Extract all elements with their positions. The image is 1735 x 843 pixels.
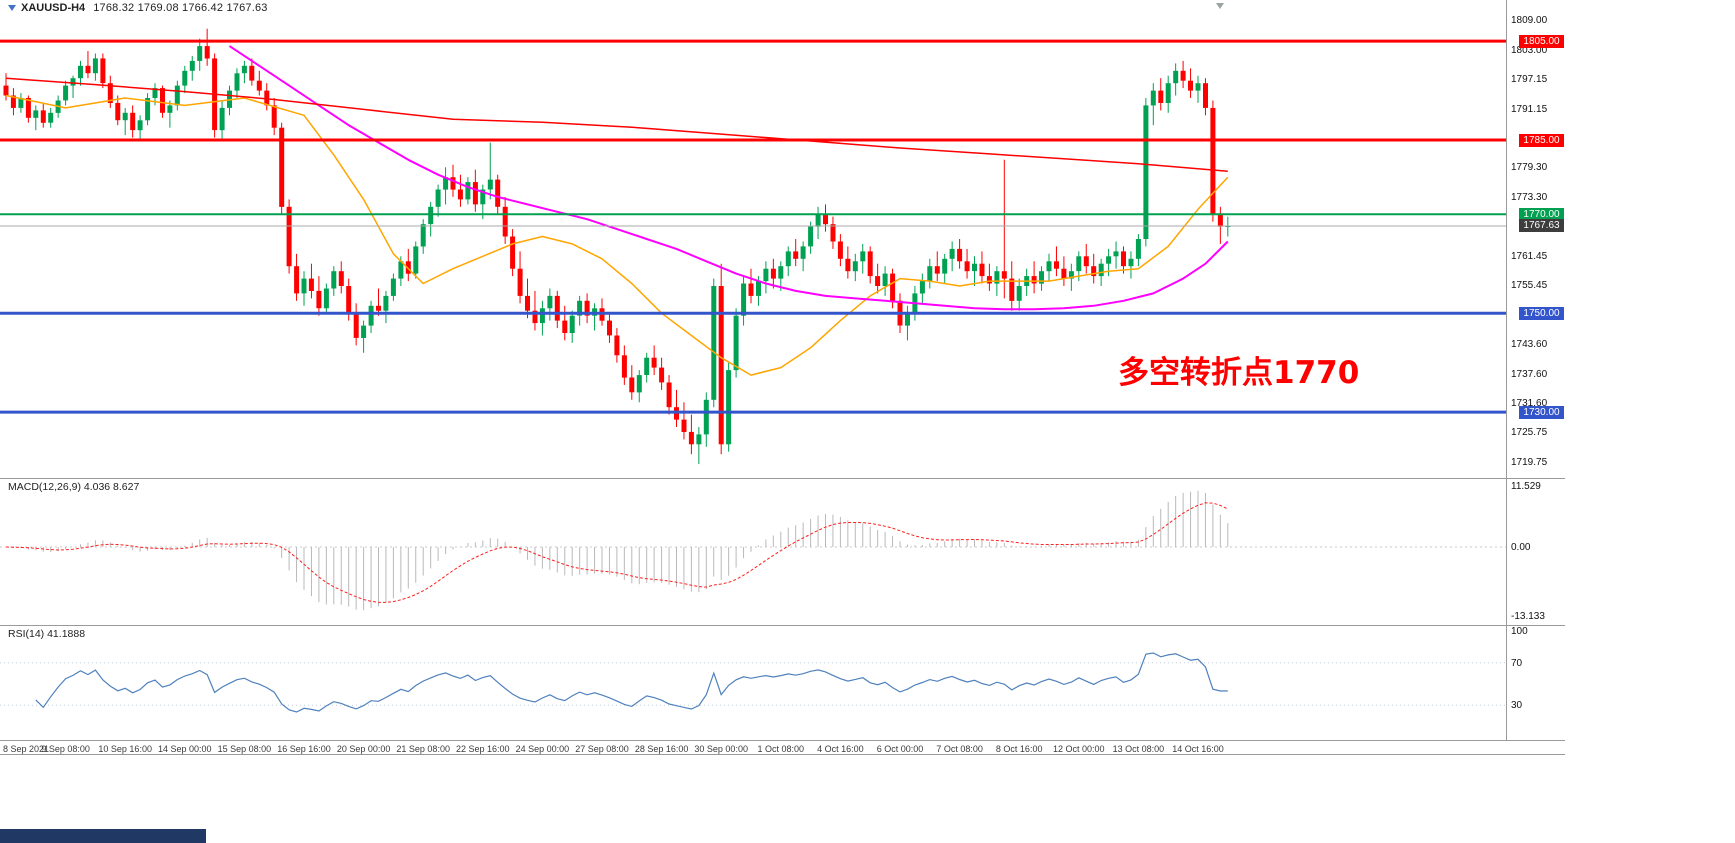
price-tick-label: 1725.75 (1511, 427, 1548, 439)
ma-line-medium (228, 45, 1229, 311)
macd-tick-label: -13.133 (1511, 611, 1545, 623)
price-tick-label: 1803.00 (1511, 45, 1548, 56)
price-tick-label: 1731.60 (1511, 398, 1548, 410)
ohlc-values: 1768.32 1769.08 1766.42 1767.63 (93, 2, 268, 14)
time-label: 22 Sep 16:00 (456, 744, 510, 754)
time-label: 30 Sep 00:00 (694, 744, 748, 754)
time-label: 6 Oct 00:00 (876, 744, 924, 754)
horizontal-lines-layer (0, 39, 1506, 414)
candles-layer (3, 28, 1231, 465)
time-label: 21 Sep 08:00 (396, 744, 450, 754)
price-tick-label: 1761.45 (1511, 250, 1548, 262)
price-level-badge: 1785.00 (1519, 133, 1564, 147)
price-tick-label: 1737.60 (1511, 368, 1548, 380)
moving-averages-layer (5, 45, 1229, 376)
symbol-label: XAUUSD-H4 (21, 2, 86, 14)
time-label: 14 Sep 00:00 (158, 744, 212, 754)
rsi-indicator-label: RSI(14) 41.1888 (8, 628, 86, 640)
time-label: 8 Sep 2021 (3, 744, 50, 754)
price-tick-label: 1719.75 (1511, 456, 1548, 468)
rsi-tick-label: 100 (1511, 626, 1528, 637)
time-label: 4 Oct 16:00 (817, 744, 864, 754)
taskbar-fragment[interactable] (0, 829, 206, 843)
time-axis[interactable]: 8 Sep 2021 9 Sep 08:00 10 Sep 16:00 14 Sep … (0, 741, 1565, 755)
price-tick-label: 1791.15 (1511, 103, 1548, 115)
symbol-info: XAUUSD-H4 1768.32 1769.08 1766.42 1767.63 (8, 2, 268, 14)
time-label: 24 Sep 00:00 (515, 744, 570, 754)
macd-layer (0, 490, 1506, 611)
rsi-line (35, 652, 1228, 713)
time-label: 9 Sep 08:00 (41, 744, 90, 754)
rsi-tick-label: 70 (1511, 657, 1523, 669)
price-tick-label: 1797.15 (1511, 73, 1548, 85)
price-level-badge: 1750.00 (1519, 306, 1564, 320)
price-level-badge: 1770.00 (1519, 207, 1564, 221)
time-label: 20 Sep 00:00 (336, 744, 391, 754)
rsi-layer (0, 652, 1506, 713)
macd-indicator-label: MACD(12,26,9) 4.036 8.627 (8, 481, 140, 493)
time-label: 13 Oct 08:00 (1112, 744, 1165, 754)
time-label: 8 Oct 16:00 (995, 744, 1043, 754)
time-label: 14 Oct 16:00 (1172, 744, 1224, 754)
price-level-badge: 1730.00 (1519, 405, 1564, 419)
price-tick-label: 1779.30 (1511, 162, 1548, 174)
chart-canvas[interactable] (0, 0, 1565, 756)
macd-tick-label: 11.529 (1511, 481, 1541, 492)
macd-signal-line (5, 502, 1229, 603)
chart-shift-marker (1216, 3, 1224, 9)
time-label: 1 Oct 08:00 (757, 744, 805, 754)
price-tick-label: 1755.45 (1511, 280, 1548, 292)
price-level-badge: 1805.00 (1519, 34, 1564, 48)
time-label: 7 Oct 08:00 (936, 744, 983, 754)
ma-line-slow (5, 77, 1228, 172)
current-price-badge: 1767.63 (1519, 219, 1564, 233)
time-label: 10 Sep 16:00 (98, 744, 152, 754)
chart-annotation: 多空转折点1770 (1118, 355, 1360, 391)
rsi-tick-label: 30 (1511, 700, 1523, 712)
separators (0, 0, 1565, 755)
macd-tick-label: 0.00 (1511, 542, 1531, 553)
dropdown-arrow-icon[interactable] (8, 5, 16, 11)
time-label: 12 Oct 00:00 (1053, 744, 1105, 754)
time-label: 15 Sep 08:00 (217, 744, 272, 754)
time-label: 28 Sep 16:00 (634, 744, 689, 754)
price-axis[interactable]: 1809.00 1803.00 1797.15 1791.15 1779.30 1773.… (1506, 0, 1565, 741)
time-label: 16 Sep 16:00 (277, 744, 331, 754)
price-tick-label: 1773.30 (1511, 191, 1548, 203)
price-tick-label: 1743.60 (1511, 338, 1548, 350)
time-label: 27 Sep 08:00 (575, 744, 629, 754)
price-tick-label: 1809.00 (1511, 15, 1548, 27)
ma-line-fast (5, 94, 1229, 376)
